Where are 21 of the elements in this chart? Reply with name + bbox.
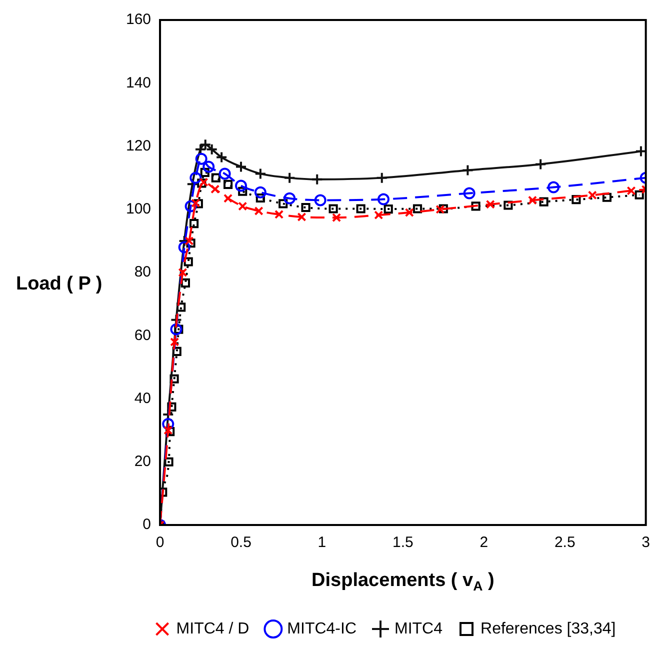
- x-tick-label: 2: [480, 534, 488, 552]
- x-tick-label: 0: [156, 534, 164, 552]
- y-tick-label: 20: [134, 453, 152, 470]
- y-tick-label: 160: [126, 11, 152, 28]
- y-tick-label: 100: [126, 200, 152, 218]
- legend-label: MITC4-IC: [287, 620, 357, 638]
- y-tick-label: 60: [134, 326, 152, 344]
- x-tick-label: 2.5: [554, 534, 576, 552]
- legend-label: MITC4 / D: [176, 620, 250, 638]
- y-tick-label: 140: [126, 74, 152, 92]
- x-tick-label: 0.5: [230, 534, 252, 552]
- y-tick-label: 40: [134, 390, 152, 407]
- legend-label: References [33,34]: [480, 620, 616, 638]
- y-axis-title: Load ( P ): [16, 274, 102, 295]
- x-tick-label: 1: [318, 534, 326, 552]
- x-tick-label: 1.5: [392, 534, 414, 552]
- y-tick-label: 0: [142, 516, 152, 534]
- y-tick-label: 120: [126, 137, 152, 154]
- legend-label: MITC4: [394, 620, 443, 638]
- y-tick-label: 80: [134, 264, 152, 281]
- x-tick-label: 3: [642, 534, 650, 552]
